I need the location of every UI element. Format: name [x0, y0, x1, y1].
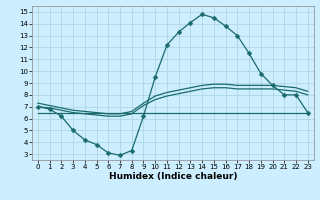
X-axis label: Humidex (Indice chaleur): Humidex (Indice chaleur) [108, 172, 237, 181]
